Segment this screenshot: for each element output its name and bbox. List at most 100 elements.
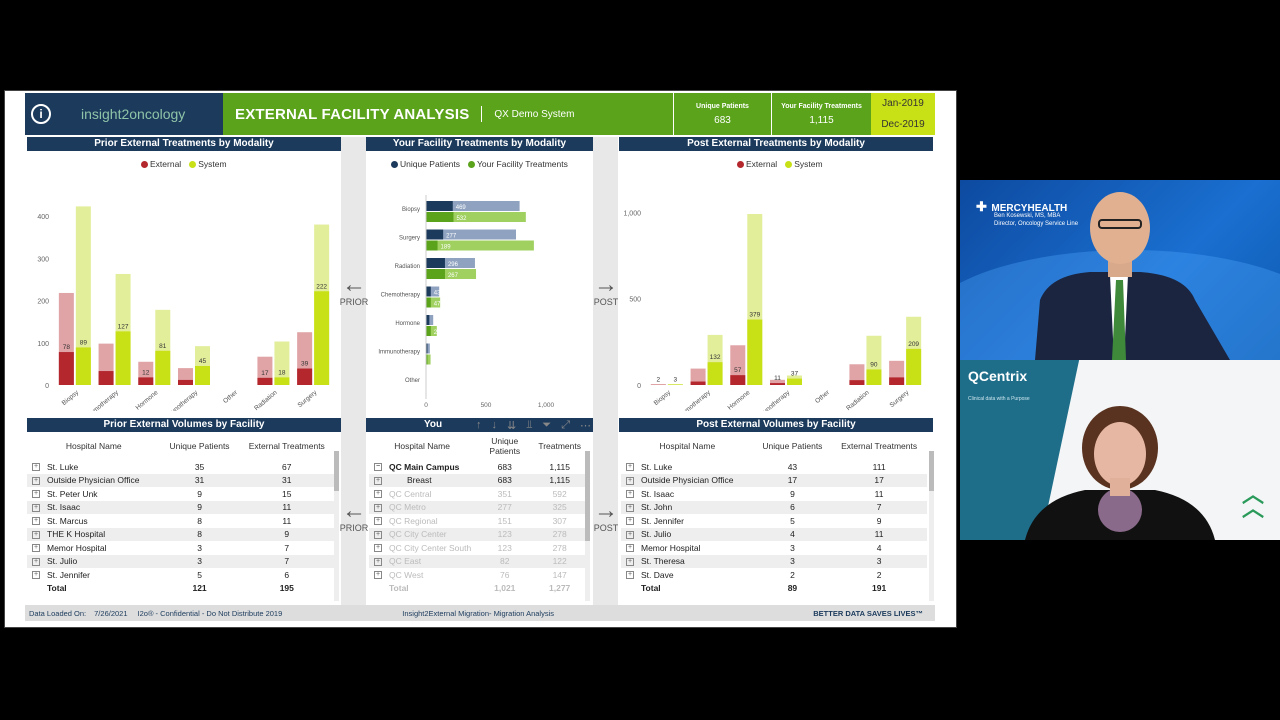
expand-icon[interactable]: + (32, 476, 40, 485)
table-row[interactable]: + St. Jennifer 5 9 (626, 515, 882, 526)
column-header[interactable]: Unique Patients (489, 436, 521, 456)
table-row[interactable]: + QC Central 351 592 (374, 488, 567, 499)
bar-unique-patients (426, 286, 431, 297)
bar-unique-total (426, 229, 516, 240)
column-header[interactable]: Hospital Name (394, 441, 450, 451)
post-volumes-table: Hospital Name Unique Patients External Tre… (621, 432, 927, 595)
expand-level-icon[interactable]: ⫫ (526, 418, 533, 431)
expand-icon[interactable]: + (32, 503, 40, 512)
expand-icon[interactable]: + (374, 490, 382, 498)
info-icon[interactable]: i (31, 104, 51, 124)
table-row[interactable]: + St. Theresa 3 3 (621, 554, 927, 568)
bar-unique-total (426, 343, 430, 354)
table-row[interactable]: + St. Marcus 8 11 (32, 515, 292, 526)
column-header[interactable]: Hospital Name (659, 441, 716, 451)
y-tick-label: 300 (37, 256, 49, 263)
prior-chart-title: Prior External Treatments by Modality (27, 137, 341, 151)
table-row[interactable]: + QC Metro 277 325 (369, 500, 585, 514)
column-header[interactable]: External Treatments (248, 441, 325, 451)
expand-icon[interactable]: + (374, 571, 382, 579)
data-label: 45 (199, 358, 207, 365)
drill-down-icon[interactable]: ↓ (491, 419, 497, 431)
table-row[interactable]: + St. John 6 7 (621, 500, 927, 514)
expand-icon[interactable]: + (374, 517, 382, 525)
table-row[interactable]: + QC East 82 122 (369, 554, 585, 568)
expand-icon[interactable]: + (626, 517, 634, 525)
date-range[interactable]: Jan-2019 Dec-2019 (871, 93, 935, 135)
drill-up-icon[interactable]: ↑ (475, 419, 482, 431)
table-row[interactable]: + St. Luke 43 111 (626, 461, 886, 472)
data-label: 18 (278, 369, 286, 376)
expand-icon[interactable]: + (626, 544, 634, 552)
x-tick-label: Hormone (135, 389, 160, 411)
table-row[interactable]: + St. Luke 35 67 (32, 461, 292, 472)
expand-icon[interactable]: + (626, 503, 634, 512)
data-label: 379 (749, 312, 760, 319)
expand-icon[interactable]: + (374, 476, 382, 485)
post-nav-bottom[interactable]: → POST (593, 497, 619, 534)
total-row: Total 121 195 (47, 583, 294, 594)
expand-icon[interactable]: + (626, 490, 634, 498)
expand-icon[interactable]: + (32, 530, 40, 539)
focus-mode-icon[interactable]: ⤢ (561, 418, 570, 431)
prior-nav-bottom[interactable]: ← PRIOR (339, 497, 369, 534)
x-tick-label: Radiation (253, 389, 279, 411)
expand-icon[interactable]: + (626, 463, 634, 471)
table-row[interactable]: + St. Isaac 9 11 (27, 500, 335, 514)
expand-icon[interactable]: − (374, 463, 382, 471)
expand-icon[interactable]: + (626, 571, 634, 579)
expand-icon[interactable]: + (32, 557, 40, 566)
column-header[interactable]: Unique Patients (762, 441, 823, 451)
table-row[interactable]: + Memor Hospital 3 4 (626, 542, 882, 553)
x-tick-label: Radiation (845, 389, 871, 411)
expand-icon[interactable]: + (32, 544, 40, 552)
table-row[interactable]: + St. Dave 2 2 (626, 569, 882, 580)
table-row[interactable]: + St. Peter Unk 9 15 (32, 488, 292, 499)
table-row[interactable]: + THE K Hospital 8 9 (27, 527, 335, 541)
expand-icon[interactable]: + (32, 463, 40, 471)
table-row[interactable]: + St. Isaac 9 11 (626, 488, 884, 499)
expand-icon[interactable]: + (374, 544, 382, 552)
column-header[interactable]: Treatments (538, 441, 581, 451)
expand-icon[interactable]: + (374, 557, 382, 566)
y-tick-label: Radiation (395, 264, 420, 270)
system-name: QX Demo System (494, 108, 575, 120)
data-label: 189 (441, 245, 452, 251)
expand-icon[interactable]: + (32, 571, 40, 579)
bar-facility-treatments (426, 326, 431, 336)
prior-table-scrollbar[interactable] (334, 451, 339, 601)
table-row[interactable]: + Memor Hospital 3 7 (32, 542, 290, 553)
expand-icon[interactable]: + (626, 557, 634, 566)
table-row[interactable]: + St. Julio 4 11 (621, 527, 927, 541)
expand-icon[interactable]: + (626, 530, 634, 539)
table-row[interactable]: + QC City Center 123 278 (369, 527, 585, 541)
table-row[interactable]: + Outside Physician Office 17 17 (621, 473, 927, 487)
expand-icon[interactable]: + (32, 517, 40, 525)
y-tick-label: 100 (37, 341, 49, 348)
mid-table-scrollbar[interactable] (585, 451, 590, 601)
table-row[interactable]: + Breast 683 1,115 (369, 473, 585, 487)
table-row[interactable]: + QC Regional 151 307 (374, 515, 567, 526)
expand-icon[interactable]: + (374, 503, 382, 512)
post-table-scrollbar[interactable] (929, 451, 934, 601)
column-header[interactable]: Hospital Name (65, 441, 122, 451)
table-row[interactable]: + St. Julio 3 7 (27, 554, 335, 568)
column-header[interactable]: External Treatments (841, 441, 918, 451)
expand-icon[interactable]: + (626, 476, 634, 485)
post-nav-top[interactable]: → POST (593, 271, 619, 308)
post-table-title: Post External Volumes by Facility (619, 418, 933, 432)
table-row[interactable]: + Outside Physician Office 31 31 (27, 473, 335, 487)
prior-nav-top[interactable]: ← PRIOR (339, 271, 369, 308)
data-label: 296 (448, 262, 459, 268)
filter-icon[interactable]: ⏷ (542, 418, 552, 431)
table-row[interactable]: − QC Main Campus 683 1,115 (374, 461, 570, 472)
table-row[interactable]: + St. Jennifer 5 6 (32, 569, 290, 580)
table-row[interactable]: + QC City Center South 123 278 (374, 542, 567, 553)
column-header[interactable]: Unique Patients (169, 441, 230, 451)
expand-icon[interactable]: + (32, 490, 40, 498)
expand-all-icon[interactable]: ⇊ (506, 419, 517, 432)
cross-icon: ✚ (976, 199, 987, 214)
more-options-icon[interactable]: ⋯ (580, 419, 591, 432)
table-row[interactable]: + QC West 76 147 (374, 569, 567, 580)
expand-icon[interactable]: + (374, 530, 382, 539)
